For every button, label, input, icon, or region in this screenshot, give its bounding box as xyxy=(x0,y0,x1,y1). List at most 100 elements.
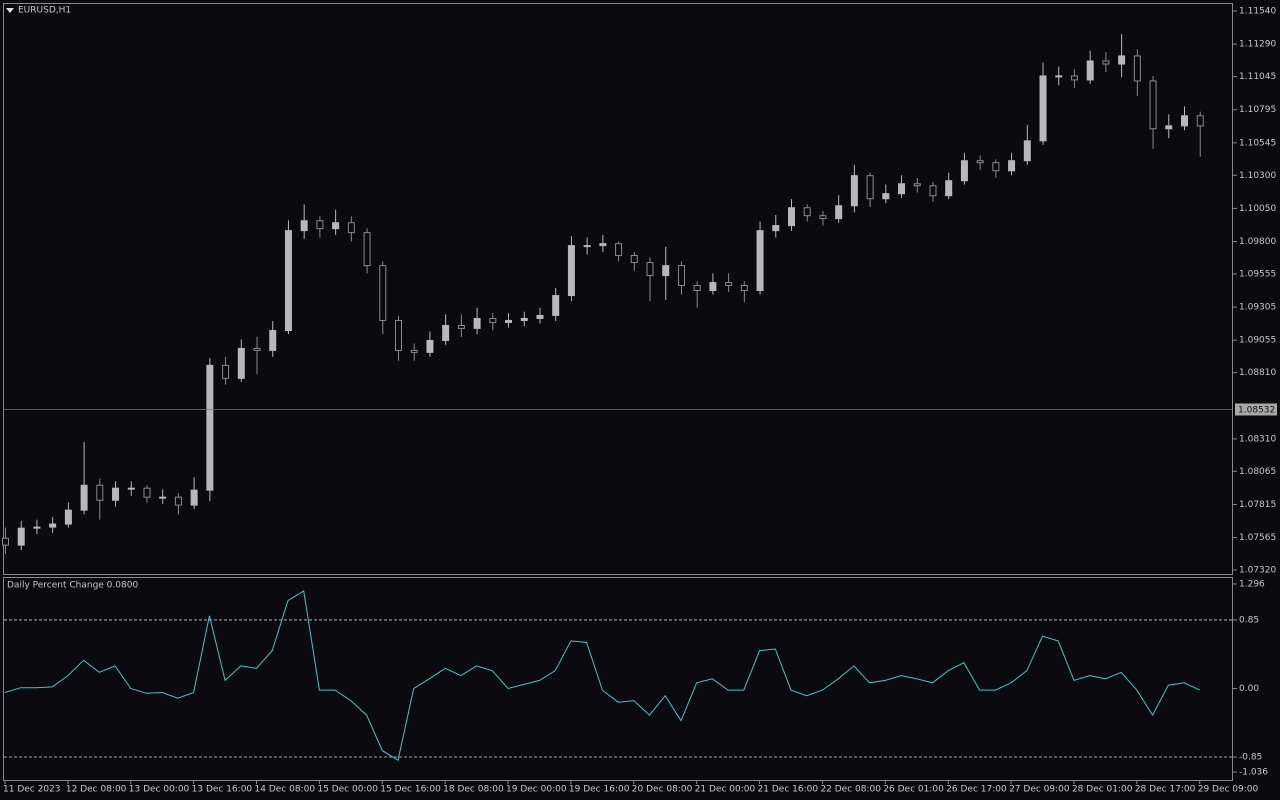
menu-arrow[interactable] xyxy=(6,8,14,13)
candle-body xyxy=(929,185,937,197)
candle-body xyxy=(1165,125,1173,130)
candle-body xyxy=(127,487,135,490)
x-tick-label: 26 Dec 01:00 xyxy=(883,785,944,795)
candle-body xyxy=(1118,55,1126,65)
candle-body xyxy=(693,284,701,292)
y-tick-label: 1.11290 xyxy=(1239,40,1276,50)
candle-body xyxy=(1102,60,1110,65)
candle-body xyxy=(788,207,795,227)
x-tick-label: 13 Dec 16:00 xyxy=(192,785,253,795)
x-tick-label: 29 Dec 09:00 xyxy=(1198,785,1259,795)
candle-body xyxy=(709,282,717,292)
x-tick-label: 19 Dec 16:00 xyxy=(569,785,630,795)
candle-body xyxy=(1086,60,1094,81)
candle-body xyxy=(756,230,764,292)
candle-body xyxy=(913,183,921,187)
candle-body xyxy=(662,265,670,277)
candle-body xyxy=(1149,80,1157,130)
candle-body xyxy=(332,222,340,230)
price-label: 1.08532 xyxy=(1238,405,1275,415)
candle-body xyxy=(536,314,544,319)
y-tick-label: 1.11045 xyxy=(1239,72,1276,82)
candle-body xyxy=(646,262,654,277)
candle-body xyxy=(442,324,450,341)
candle-body xyxy=(395,319,402,351)
candle-body xyxy=(583,245,591,248)
candle-body xyxy=(803,207,811,217)
y-tick-label: 1.08065 xyxy=(1239,467,1276,477)
y-tick-label: 1.08310 xyxy=(1239,434,1276,444)
candle-body xyxy=(866,175,874,200)
x-tick-label: 28 Dec 01:00 xyxy=(1072,785,1133,795)
candle-body xyxy=(630,255,638,264)
x-tick-label: 21 Dec 00:00 xyxy=(695,785,756,795)
candle-body xyxy=(347,222,355,234)
candle-body xyxy=(49,523,57,528)
x-tick-label: 21 Dec 16:00 xyxy=(758,785,819,795)
candle-body xyxy=(1055,75,1063,78)
y-tick-label: 1.07320 xyxy=(1239,566,1276,576)
y-tick-label: 1.10300 xyxy=(1239,171,1276,181)
candle-body xyxy=(615,243,623,257)
candle-body xyxy=(740,284,748,292)
candle-body xyxy=(1181,115,1188,127)
y-tick-label: 1.10050 xyxy=(1239,204,1276,214)
candle-body xyxy=(850,175,858,207)
x-tick-label: 14 Dec 08:00 xyxy=(255,785,316,795)
candle-body xyxy=(489,317,497,323)
x-tick-label: 15 Dec 00:00 xyxy=(317,785,378,795)
candle-body xyxy=(1196,115,1204,127)
x-tick-label: 13 Dec 00:00 xyxy=(129,785,190,795)
candle-body xyxy=(190,489,198,506)
candle-body xyxy=(316,220,324,230)
candle-body xyxy=(410,349,418,353)
candle-body xyxy=(1008,160,1016,172)
candle-body xyxy=(520,317,528,321)
y-tick-label: 1.09800 xyxy=(1239,237,1276,247)
y-tick-label: 1.10545 xyxy=(1239,138,1276,148)
candle-body xyxy=(174,496,182,506)
candle-body xyxy=(112,487,120,501)
candle-body xyxy=(159,496,167,499)
candle-body xyxy=(835,205,843,220)
y-tick-label: 0.00 xyxy=(1239,684,1259,694)
y-tick-label: 0.85 xyxy=(1239,615,1259,625)
candle-body xyxy=(284,230,292,332)
candle-body xyxy=(725,282,733,286)
candle-body xyxy=(2,537,9,546)
candle-body xyxy=(505,319,513,323)
x-tick-label: 12 Dec 08:00 xyxy=(66,785,127,795)
x-tick-label: 28 Dec 17:00 xyxy=(1135,785,1196,795)
candle-body xyxy=(819,215,827,220)
price-label-box xyxy=(1235,403,1277,416)
candle-body xyxy=(222,364,230,379)
candle-body xyxy=(677,265,685,286)
candle-body xyxy=(237,347,245,379)
candle-body xyxy=(599,243,607,247)
candle-body xyxy=(206,364,214,491)
y-tick-label: 1.09305 xyxy=(1239,303,1276,313)
x-tick-label: 20 Dec 08:00 xyxy=(632,785,693,795)
y-tick-label: -0.85 xyxy=(1239,753,1262,763)
candle-body xyxy=(473,317,481,329)
y-tick-label: 1.296 xyxy=(1239,579,1265,589)
y-tick-label: 1.10795 xyxy=(1239,105,1276,115)
candle-body xyxy=(1023,140,1031,162)
candle-body xyxy=(457,324,465,329)
candle-body xyxy=(379,265,387,321)
x-tick-label: 11 Dec 2023 xyxy=(3,785,61,795)
y-tick-label: 1.09055 xyxy=(1239,336,1276,346)
y-tick-label: -1.036 xyxy=(1239,768,1268,778)
y-tick-label: 1.07815 xyxy=(1239,500,1276,510)
indicator-pane xyxy=(3,577,1233,781)
candle-body xyxy=(552,295,560,316)
y-tick-label: 1.09555 xyxy=(1239,269,1276,279)
main-pane xyxy=(3,3,1233,575)
candle-body xyxy=(143,487,151,498)
candle-body xyxy=(1133,55,1141,82)
candle-body xyxy=(1070,75,1078,81)
candle-body xyxy=(772,225,780,232)
